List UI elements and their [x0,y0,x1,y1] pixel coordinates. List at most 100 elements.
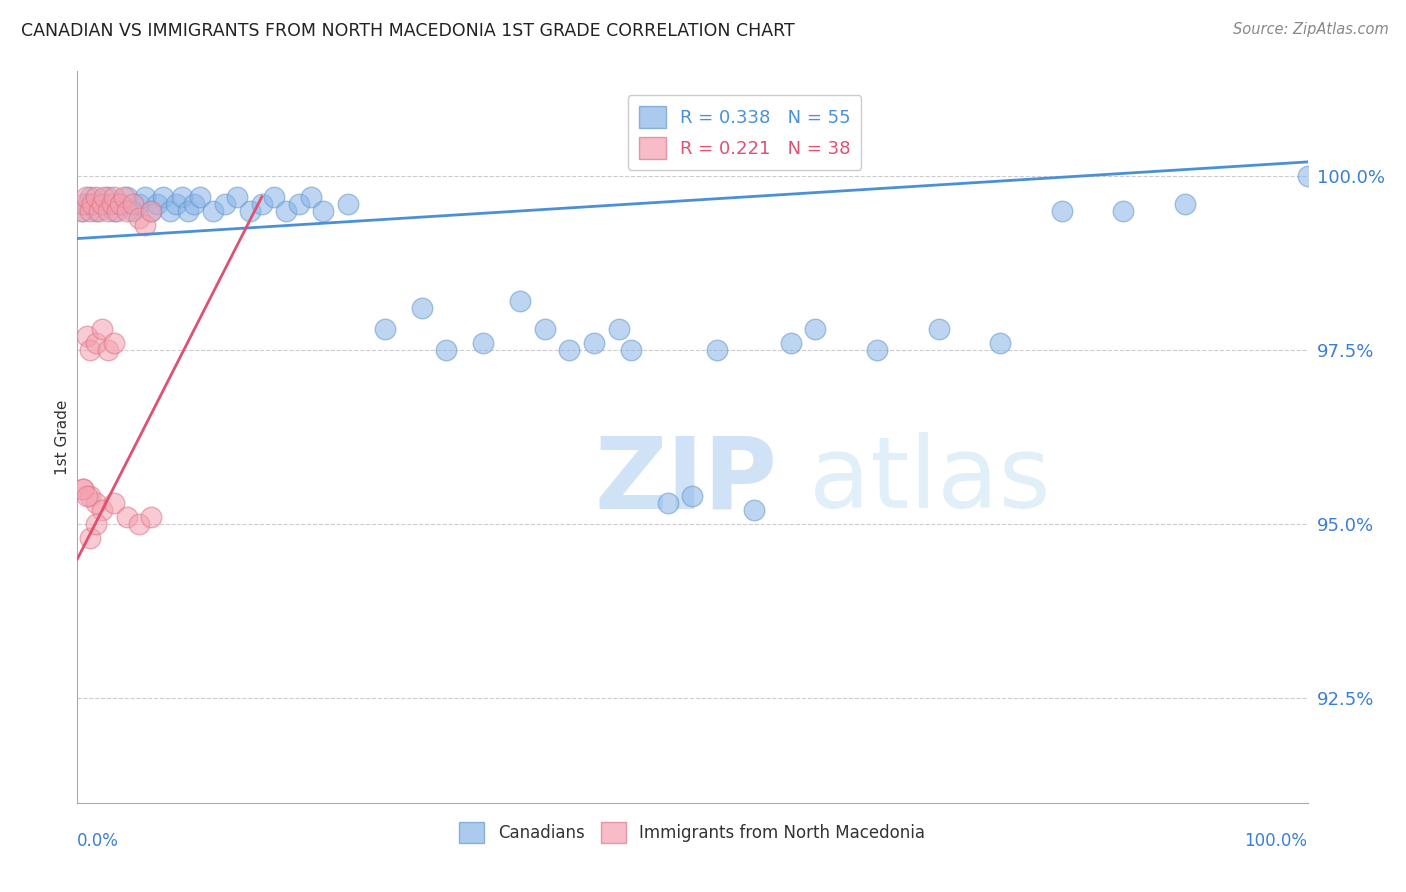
Point [121,196,143,211]
Point [780,336,803,351]
Point [509,294,531,309]
Point [79,190,101,204]
Point [866,343,889,357]
Point [97,343,120,357]
Point [90,196,114,211]
Point [121,203,143,218]
Text: 100.0%: 100.0% [1244,832,1308,850]
Point [288,196,311,211]
Point [90,322,114,336]
Point [928,322,950,336]
Point [89,203,111,218]
Point [90,196,114,211]
Point [1112,203,1135,218]
Point [84,336,107,351]
Point [988,336,1011,351]
Point [84,190,107,204]
Point [141,203,163,218]
Point [657,496,679,510]
Point [1050,203,1073,218]
Point [134,190,156,204]
Point [84,203,107,218]
Point [177,203,200,218]
Point [70,203,93,218]
Point [141,203,163,218]
Point [72,196,94,211]
Point [682,489,704,503]
Point [1174,196,1197,211]
Point [76,329,98,343]
Point [146,196,169,211]
Point [103,336,125,351]
Point [76,489,98,503]
Point [110,196,132,211]
Point [742,503,765,517]
Point [112,190,135,204]
Point [152,190,174,204]
Point [110,196,132,211]
Point [1296,169,1319,183]
Point [276,203,298,218]
Point [84,496,107,510]
Point [128,196,150,211]
Point [165,196,187,211]
Text: Source: ZipAtlas.com: Source: ZipAtlas.com [1233,22,1389,37]
Point [103,190,125,204]
Point [72,203,94,218]
Point [93,190,115,204]
Point [97,203,120,218]
Point [97,190,120,204]
Point [436,343,458,357]
Point [103,203,125,218]
Point [263,190,285,204]
Text: atlas: atlas [810,433,1050,530]
Point [84,517,107,532]
Point [79,343,101,357]
Point [134,218,156,232]
Point [239,203,262,218]
Point [101,196,124,211]
Point [90,503,114,517]
Point [411,301,433,316]
Point [188,190,212,204]
Point [79,203,101,218]
Point [226,190,249,204]
Point [103,496,125,510]
Point [201,203,224,218]
Point [128,517,150,532]
Point [534,322,557,336]
Point [75,190,97,204]
Point [214,196,236,211]
Point [183,196,205,211]
Point [804,322,827,336]
Point [76,196,98,211]
Point [159,203,181,218]
Point [79,531,101,545]
Text: CANADIAN VS IMMIGRANTS FROM NORTH MACEDONIA 1ST GRADE CORRELATION CHART: CANADIAN VS IMMIGRANTS FROM NORTH MACEDO… [21,22,794,40]
Legend: Canadians, Immigrants from North Macedonia: Canadians, Immigrants from North Macedon… [453,815,932,849]
Point [115,510,138,524]
Point [105,203,128,218]
Point [312,203,335,218]
Point [607,322,630,336]
Point [250,196,273,211]
Point [706,343,728,357]
Point [79,489,101,503]
Text: ZIP: ZIP [595,433,778,530]
Point [72,483,94,497]
Y-axis label: 1st Grade: 1st Grade [55,400,70,475]
Point [337,196,360,211]
Point [115,190,138,204]
Point [558,343,581,357]
Point [299,190,322,204]
Point [115,203,138,218]
Text: 0.0%: 0.0% [77,832,120,850]
Point [170,190,193,204]
Point [141,510,163,524]
Point [72,483,94,497]
Point [82,196,104,211]
Point [128,211,150,225]
Point [472,336,495,351]
Point [583,336,606,351]
Point [374,322,396,336]
